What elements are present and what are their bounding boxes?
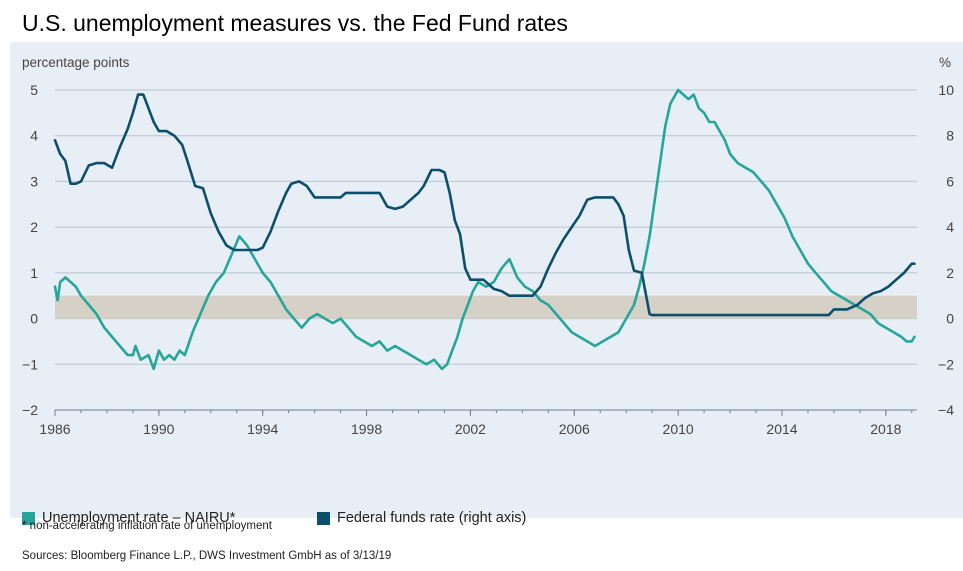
x-tick-label: 2018 (870, 421, 901, 437)
x-tick-label: 2006 (559, 421, 590, 437)
y-tick-left: −1 (22, 356, 38, 372)
x-tick-label: 2014 (766, 421, 797, 437)
legend-item-fedfunds: Federal funds rate (right axis) (317, 508, 526, 528)
y-tick-right: 6 (946, 173, 954, 189)
source-note: Sources: Bloomberg Finance L.P., DWS Inv… (22, 550, 392, 562)
x-tick-label: 1994 (247, 421, 278, 437)
chart-panel: 5 4 3 2 1 0 −1 −2 10 8 6 4 2 0 −2 −4 1986 1990 1994 1998 200… (10, 42, 963, 526)
series-line-fedfunds (53, 93, 916, 317)
x-tick-label: 1990 (143, 421, 174, 437)
y-tick-right: 10 (938, 82, 954, 98)
y-tick-left: −2 (22, 402, 38, 418)
x-tick-label: 2002 (455, 421, 486, 437)
y-tick-right: 0 (946, 311, 954, 327)
legend-swatch-nairu (22, 511, 35, 525)
y-tick-left: 5 (30, 82, 38, 98)
x-tick-label: 1986 (39, 421, 70, 437)
legend-item-nairu: Unemployment rate – NAIRU* (22, 508, 235, 528)
y-tick-left: 3 (30, 173, 38, 189)
y-tick-right: −4 (938, 402, 954, 418)
y-tick-left: 1 (30, 265, 38, 281)
y-tick-left: 4 (30, 128, 38, 144)
footnote: * non-accelerating inflation rate of une… (22, 520, 272, 532)
y-tick-right: −2 (938, 356, 954, 372)
x-tick-label: 1998 (351, 421, 382, 437)
y-tick-right: 8 (946, 128, 954, 144)
nairu-band (55, 295, 917, 319)
y-tick-left: 2 (30, 219, 38, 235)
y-axis-label-left: percentage points (22, 55, 130, 70)
chart-title: U.S. unemployment measures vs. the Fed F… (22, 10, 568, 36)
series-line-nairu (53, 88, 916, 371)
legend-label-fedfunds: Federal funds rate (right axis) (337, 510, 527, 526)
gridlines (55, 89, 917, 411)
y-tick-right: 4 (946, 219, 954, 235)
x-tick-label: 2010 (663, 421, 694, 437)
legend-swatch-fedfunds (317, 511, 330, 525)
y-tick-right: 2 (946, 265, 954, 281)
y-tick-left: 0 (30, 311, 38, 327)
legend-label-nairu: Unemployment rate – NAIRU* (42, 510, 236, 526)
series-lines (53, 88, 916, 371)
y-axis-label-right: % (939, 55, 951, 70)
